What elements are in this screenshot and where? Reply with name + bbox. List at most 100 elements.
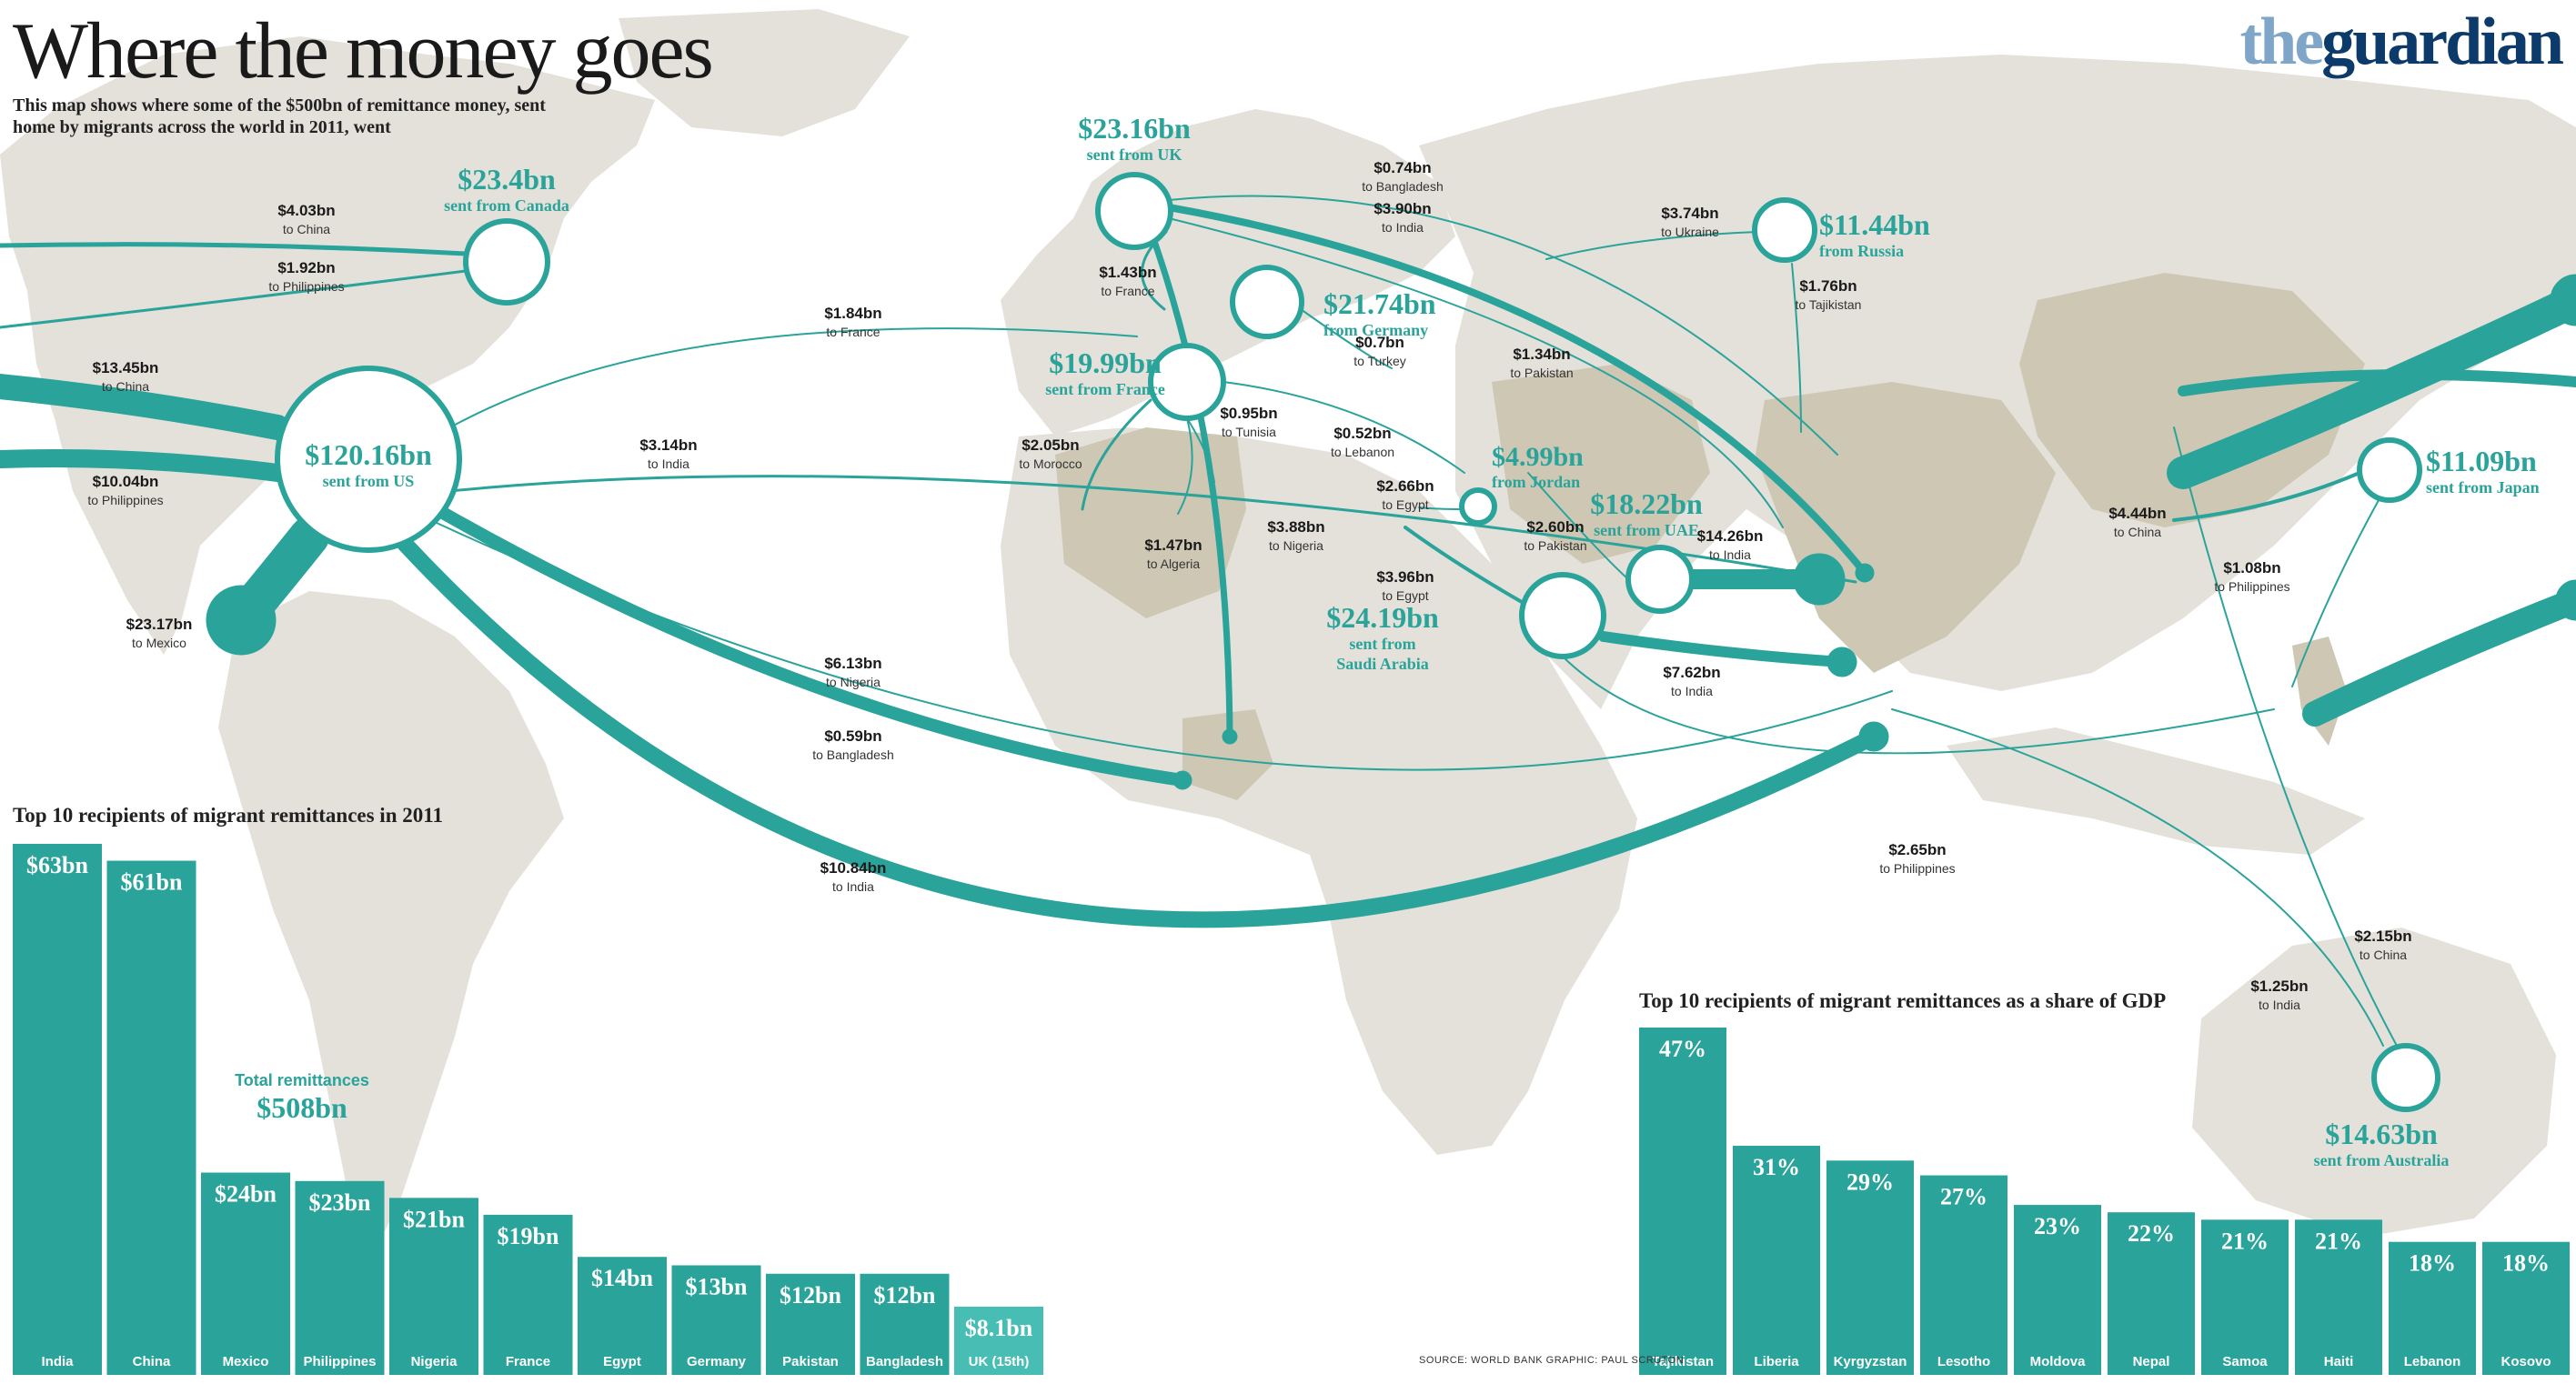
gdp-share-category-label: Kosovo bbox=[2501, 1354, 2551, 1369]
hub-circle-uk bbox=[1095, 172, 1173, 250]
flow-us-5 bbox=[449, 327, 1138, 428]
hub-circle-australia bbox=[2371, 1043, 2440, 1112]
flow-uk-13-end bbox=[1222, 728, 1238, 745]
flow-offmap-0 bbox=[2167, 284, 2576, 489]
hub-value-australia: $14.63bn bbox=[2325, 1118, 2438, 1150]
flow-offmap-0-end bbox=[2550, 274, 2576, 326]
flow-destination-label: to Tunisia bbox=[1222, 425, 1276, 439]
recipients-value-label: $61bn bbox=[121, 869, 183, 896]
flow-destination-label: to India bbox=[1671, 684, 1713, 698]
gdp-share-value-label: 18% bbox=[2502, 1250, 2550, 1277]
flow-amount-label: $3.90bn bbox=[1374, 200, 1431, 217]
land-middle-east-dark bbox=[1492, 364, 1710, 564]
flow-uae-24-end bbox=[1793, 553, 1846, 606]
hub-value-saudi: $24.19bn bbox=[1326, 601, 1439, 634]
gdp-share-category-label: Haiti bbox=[2324, 1354, 2354, 1369]
gdp-share-value-label: 27% bbox=[1940, 1184, 1987, 1210]
guardian-logo[interactable]: theguardian bbox=[2239, 4, 2564, 81]
gdp-share-value-label: 22% bbox=[2128, 1220, 2175, 1247]
flow-amount-label: $1.34bn bbox=[1513, 346, 1570, 363]
flow-destination-label: to India bbox=[1709, 547, 1751, 562]
recipients-value-label: $12bn bbox=[780, 1282, 841, 1309]
hub-label-germany: from Germany bbox=[1323, 321, 1428, 339]
flow-us-8 bbox=[436, 522, 1893, 771]
flow-jordan-22 bbox=[1418, 506, 1464, 510]
flow-destination-label: to Algeria bbox=[1147, 557, 1201, 571]
flow-us-9-end bbox=[1858, 721, 1889, 752]
recipients-bar bbox=[106, 860, 196, 1375]
gdp-share-value-label: 21% bbox=[2221, 1228, 2269, 1254]
hub-label-jordan: from Jordan bbox=[1492, 473, 1580, 491]
flow-amount-label: $3.96bn bbox=[1376, 568, 1434, 586]
flow-destination-label: to France bbox=[826, 325, 880, 339]
recipients-category-label: Bangladesh bbox=[866, 1354, 943, 1369]
gdp-share-category-label: Liberia bbox=[1754, 1354, 1799, 1369]
flow-destination-label: to India bbox=[1382, 220, 1424, 235]
gdp-share-bar bbox=[1733, 1146, 1820, 1375]
flow-offmap-2 bbox=[2302, 587, 2576, 727]
recipients-bar bbox=[766, 1273, 855, 1375]
flow-offmap-1 bbox=[2178, 369, 2576, 396]
flow-amount-label: $4.44bn bbox=[2108, 505, 2166, 522]
land-asia bbox=[1419, 55, 2576, 709]
flow-destination-label: to China bbox=[102, 379, 149, 394]
flow-amount-label: $2.15bn bbox=[2354, 928, 2411, 945]
gdp-share-bar bbox=[2108, 1212, 2195, 1375]
flow-canada-0 bbox=[0, 242, 468, 256]
recipients-value-label: $14bn bbox=[591, 1265, 653, 1291]
flow-uk-11 bbox=[1165, 204, 1868, 577]
recipients-bar bbox=[671, 1265, 761, 1375]
flow-destination-label: to India bbox=[2259, 998, 2300, 1012]
recipients-category-label: Nigeria bbox=[411, 1354, 458, 1369]
flow-us-3 bbox=[0, 449, 287, 482]
flow-amount-label: $2.65bn bbox=[1888, 841, 1946, 858]
hub-value-canada: $23.4bn bbox=[458, 163, 556, 196]
recipients-category-label: India bbox=[41, 1354, 74, 1369]
flow-amount-label: $23.17bn bbox=[126, 616, 193, 633]
gdp-share-value-label: 21% bbox=[2315, 1228, 2362, 1254]
flow-destination-label: to Lebanon bbox=[1331, 445, 1394, 459]
recipients-category-label: Pakistan bbox=[782, 1354, 839, 1369]
flow-amount-label: $14.26bn bbox=[1697, 527, 1764, 545]
flow-saudi-26-end bbox=[1826, 647, 1857, 677]
flow-amount-label: $2.05bn bbox=[1021, 436, 1079, 454]
flow-russia-21 bbox=[1791, 263, 1802, 433]
flow-destination-label: to China bbox=[283, 222, 330, 236]
flow-destination-label: to Nigeria bbox=[1269, 538, 1323, 553]
flow-uk-14 bbox=[1168, 217, 1784, 528]
hub-value-jordan: $4.99bn bbox=[1492, 442, 1584, 472]
recipients-category-label: Egypt bbox=[603, 1354, 641, 1369]
flow-amount-label: $3.14bn bbox=[639, 436, 697, 454]
recipients-value-label: $13bn bbox=[686, 1273, 748, 1299]
hub-label-japan: sent from Japan bbox=[2426, 478, 2540, 496]
gdp-share-value-label: 47% bbox=[1659, 1036, 1706, 1062]
hub-label-saudi: sent from bbox=[1349, 635, 1415, 653]
flow-amount-label: $0.74bn bbox=[1374, 159, 1431, 176]
hub-circle-france bbox=[1148, 343, 1226, 421]
flow-amount-label: $1.25bn bbox=[2250, 978, 2308, 995]
logo-name: guardian bbox=[2321, 5, 2564, 79]
flow-destination-label: to Bangladesh bbox=[1362, 179, 1444, 194]
hub-label-canada: sent from Canada bbox=[444, 196, 569, 215]
flow-saudi-26 bbox=[1598, 631, 1847, 667]
gdp-share-bar bbox=[1826, 1160, 1914, 1375]
hub-circle-germany bbox=[1230, 265, 1304, 339]
recipients-value-label: $63bn bbox=[26, 852, 88, 878]
source-credit: SOURCE: WORLD BANK GRAPHIC: PAUL SCRUTON bbox=[1419, 1355, 1685, 1366]
flow-us-4-end bbox=[206, 585, 277, 656]
flow-destination-label: to Philippines bbox=[268, 279, 344, 294]
gdp-share-category-label: Nepal bbox=[2133, 1354, 2170, 1369]
flow-destination-label: to Philippines bbox=[87, 493, 163, 507]
flow-uk-13 bbox=[1152, 240, 1233, 740]
recipients-value-label: $21bn bbox=[403, 1206, 465, 1232]
hub-label-france: sent from France bbox=[1045, 380, 1165, 398]
flow-amount-label: $4.03bn bbox=[277, 202, 335, 219]
flow-amount-label: $0.95bn bbox=[1220, 405, 1277, 422]
flow-labels: $4.03bn to China $1.92bn to Philippines $13.… bbox=[87, 159, 2411, 1012]
recipients-bar bbox=[954, 1306, 1043, 1375]
flow-uk-11-end bbox=[1855, 563, 1875, 583]
flow-japan-29 bbox=[2291, 499, 2380, 687]
flow-amount-label: $6.13bn bbox=[824, 655, 881, 672]
